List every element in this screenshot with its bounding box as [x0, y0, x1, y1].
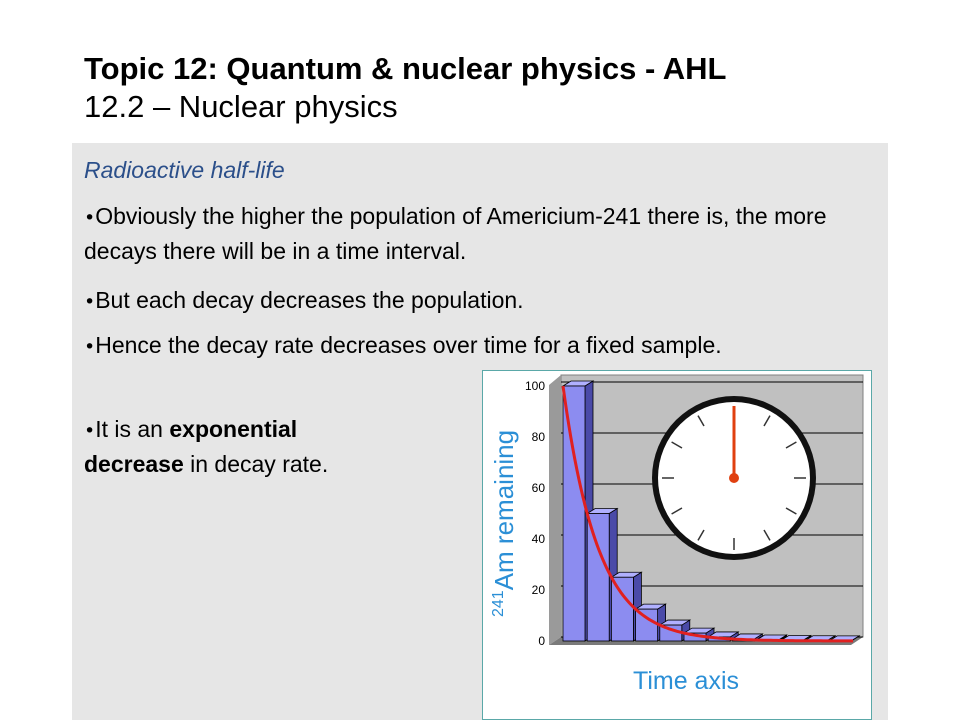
bullet-text-normal: It is an — [95, 416, 169, 442]
bullet-text: But each decay decreases the population. — [95, 287, 523, 313]
y-tick-label: 60 — [532, 481, 546, 495]
y-axis-label: 241Am remaining — [489, 430, 519, 617]
y-tick-label: 0 — [538, 634, 545, 648]
bullet-4: •It is an exponential decrease in decay r… — [84, 413, 414, 481]
bullet-2: •But each decay decreases the population… — [84, 284, 874, 319]
y-tick-label: 80 — [532, 430, 546, 444]
bullet-text-normal: in decay rate. — [184, 451, 328, 477]
clock-icon — [652, 396, 816, 560]
plot-side-wall — [549, 375, 561, 645]
y-tick-label: 100 — [525, 379, 545, 393]
bullet-1: •Obviously the higher the population of … — [84, 200, 874, 268]
bullet-text: Obviously the higher the population of A… — [84, 203, 827, 264]
bullet-text: Hence the decay rate decreases over time… — [95, 332, 721, 358]
decay-chart-svg: 0 20 40 60 80 100 241Am remaining Time axis — [483, 371, 873, 721]
bullet-symbol: • — [84, 291, 95, 313]
bullet-3: •Hence the decay rate decreases over tim… — [84, 329, 874, 364]
title-block: Topic 12: Quantum & nuclear physics - AH… — [84, 50, 727, 126]
bullet-symbol: • — [84, 336, 95, 358]
slide-title: Topic 12: Quantum & nuclear physics - AH… — [84, 50, 727, 88]
bullet-symbol: • — [84, 420, 95, 442]
bullet-symbol: • — [84, 207, 95, 229]
section-heading: Radioactive half-life — [84, 157, 285, 184]
slide-subtitle: 12.2 – Nuclear physics — [84, 88, 727, 126]
bullet-text-bold: exponential — [169, 416, 297, 442]
bullet-text-bold: decrease — [84, 451, 184, 477]
decay-chart: 0 20 40 60 80 100 241Am remaining Time axis — [482, 370, 872, 720]
y-tick-label: 40 — [532, 532, 546, 546]
x-axis-label: Time axis — [633, 667, 739, 695]
clock-center — [729, 473, 739, 483]
y-tick-label: 20 — [532, 583, 546, 597]
